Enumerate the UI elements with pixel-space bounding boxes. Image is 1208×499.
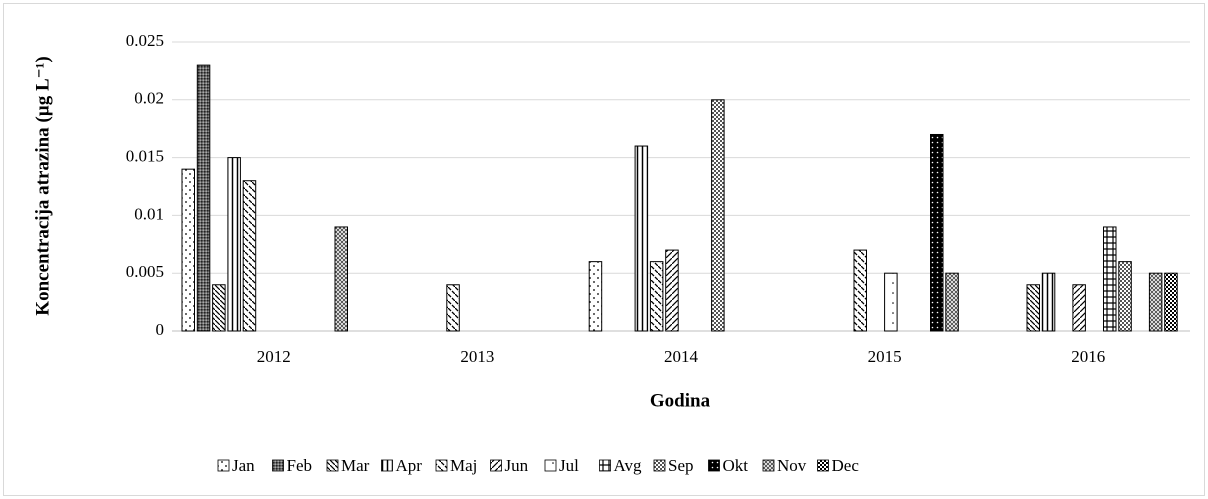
- bar: [1103, 226, 1117, 332]
- bar: [212, 284, 226, 332]
- x-tick-label: 2013: [460, 347, 494, 366]
- bar: [634, 145, 649, 332]
- legend-swatch: [599, 459, 611, 472]
- x-axis-title: Godina: [650, 390, 711, 411]
- legend-swatch: [544, 459, 557, 472]
- legend-label: Nov: [777, 456, 807, 475]
- bar: [588, 261, 603, 332]
- bar: [196, 64, 211, 332]
- legend-label: Sep: [668, 456, 694, 475]
- bar: [945, 272, 959, 332]
- x-tick-label: 2014: [664, 347, 699, 366]
- legend-swatch: [272, 459, 284, 472]
- bar: [665, 249, 679, 332]
- bar: [446, 284, 460, 332]
- y-tick-label: 0: [156, 320, 165, 339]
- y-tick-label: 0.02: [134, 89, 164, 108]
- bar: [1072, 284, 1086, 332]
- legend-label: Okt: [723, 456, 749, 475]
- x-tick-label: 2015: [868, 347, 902, 366]
- legend-swatch: [708, 459, 720, 472]
- legend-label: Jan: [232, 456, 255, 475]
- y-tick-label: 0.015: [126, 147, 164, 166]
- chart-border: [3, 3, 1205, 496]
- legend-swatch: [653, 459, 666, 472]
- bar: [1118, 261, 1132, 332]
- bar: [242, 180, 257, 332]
- y-tick-label: 0.01: [134, 204, 164, 223]
- bar: [1164, 272, 1178, 332]
- legend-label: Apr: [396, 456, 423, 475]
- bar: [1148, 272, 1163, 332]
- legend-label: Jun: [505, 456, 529, 475]
- y-tick-label: 0.025: [126, 31, 164, 50]
- legend-swatch: [762, 459, 775, 472]
- bar: [853, 249, 867, 332]
- bar: [884, 272, 898, 332]
- x-tick-label: 2016: [1071, 347, 1105, 366]
- legend-swatch: [435, 459, 448, 472]
- bar: [227, 157, 241, 332]
- legend-swatch: [817, 459, 829, 472]
- bar: [1041, 272, 1056, 332]
- bar: [649, 261, 664, 332]
- legend-label: Dec: [832, 456, 860, 475]
- legend-swatch: [326, 459, 339, 472]
- bar: [181, 168, 195, 332]
- legend-swatch: [217, 459, 230, 472]
- bar: [930, 133, 944, 332]
- legend-label: Maj: [450, 456, 477, 475]
- legend-label: Jul: [559, 456, 579, 475]
- x-tick-label: 2012: [257, 347, 291, 366]
- legend-label: Feb: [287, 456, 313, 475]
- legend-swatch: [381, 459, 393, 472]
- legend-label: Mar: [341, 456, 370, 475]
- bar: [334, 226, 348, 332]
- bar: [1026, 284, 1040, 332]
- legend-label: Avg: [614, 456, 643, 475]
- bar: [711, 99, 725, 332]
- legend-swatch: [490, 459, 502, 472]
- y-axis-title: Koncentracija atrazina (µg L⁻¹): [32, 56, 53, 315]
- y-tick-label: 0.005: [126, 262, 164, 281]
